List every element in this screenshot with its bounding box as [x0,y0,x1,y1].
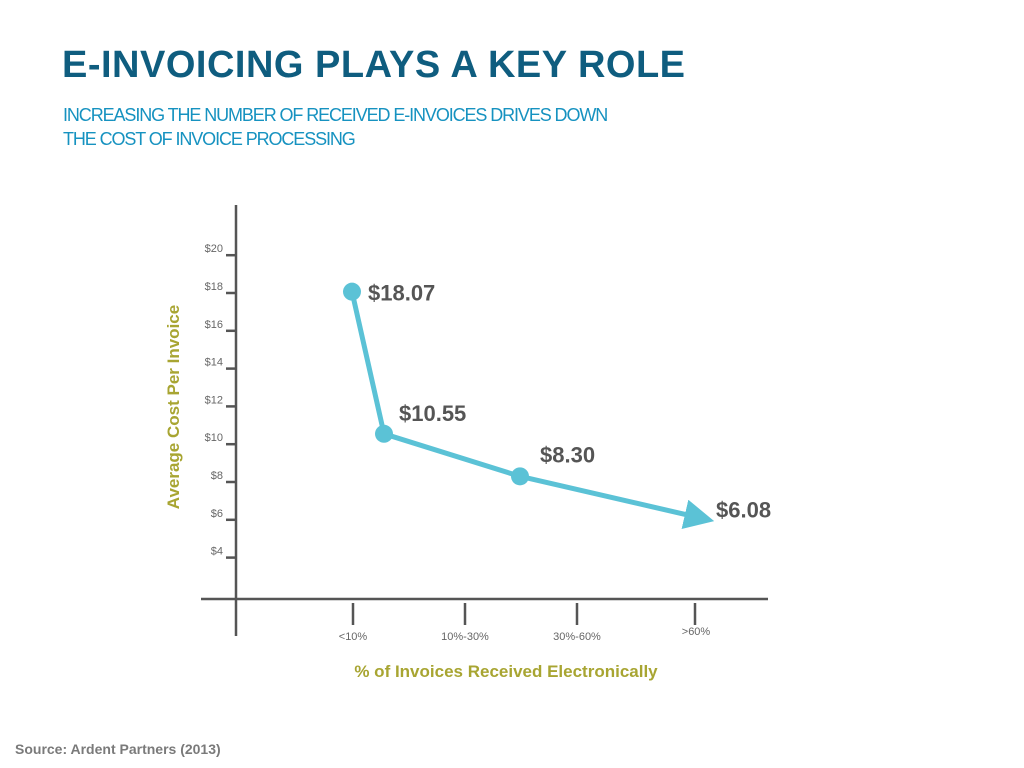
data-point [511,467,529,486]
page-subtitle: INCREASING THE NUMBER OF RECEIVED E-INVO… [63,103,608,151]
data-label: $8.30 [540,442,595,467]
points-group [343,282,529,486]
data-label: $18.07 [368,281,435,306]
y-tick-label: $12 [205,394,223,406]
y-axis-label: Average Cost Per Invoice [164,305,183,509]
subtitle-line-2: THE COST OF INVOICE PROCESSING [63,129,356,149]
y-axis-ticks: $4 $6 $8 $10 $12 $14 $16 $18 $20 [205,243,236,559]
page-title: E-INVOICING PLAYS A KEY ROLE [62,44,686,86]
y-tick-label: $18 [205,281,223,293]
x-tick-label: 30%-60% [553,631,601,643]
y-tick-label: $16 [205,319,223,331]
chart-axes [201,205,768,636]
data-label: $6.08 [716,497,771,522]
x-tick-label: <10% [339,631,368,643]
y-tick-label: $14 [205,357,223,369]
source-note: Source: Ardent Partners (2013) [15,741,221,757]
data-labels-group: $18.07 $10.55 $8.30 $6.08 [368,281,771,523]
y-tick-label: $8 [211,470,223,482]
y-tick-label: $6 [211,508,223,520]
x-tick-label: >60% [682,626,711,638]
x-axis-ticks: <10% 10%-30% 30%-60% >60% [339,603,711,643]
x-axis-label: % of Invoices Received Electronically [354,662,658,681]
y-tick-label: $4 [211,546,223,558]
y-tick-label: $10 [205,432,223,444]
series-group [349,291,715,529]
data-point [375,424,393,443]
y-tick-label: $20 [205,243,223,255]
data-point [343,282,361,301]
data-label: $10.55 [399,401,466,426]
x-tick-label: 10%-30% [441,631,489,643]
subtitle-line-1: INCREASING THE NUMBER OF RECEIVED E-INVO… [63,105,608,125]
series-line [349,291,715,529]
